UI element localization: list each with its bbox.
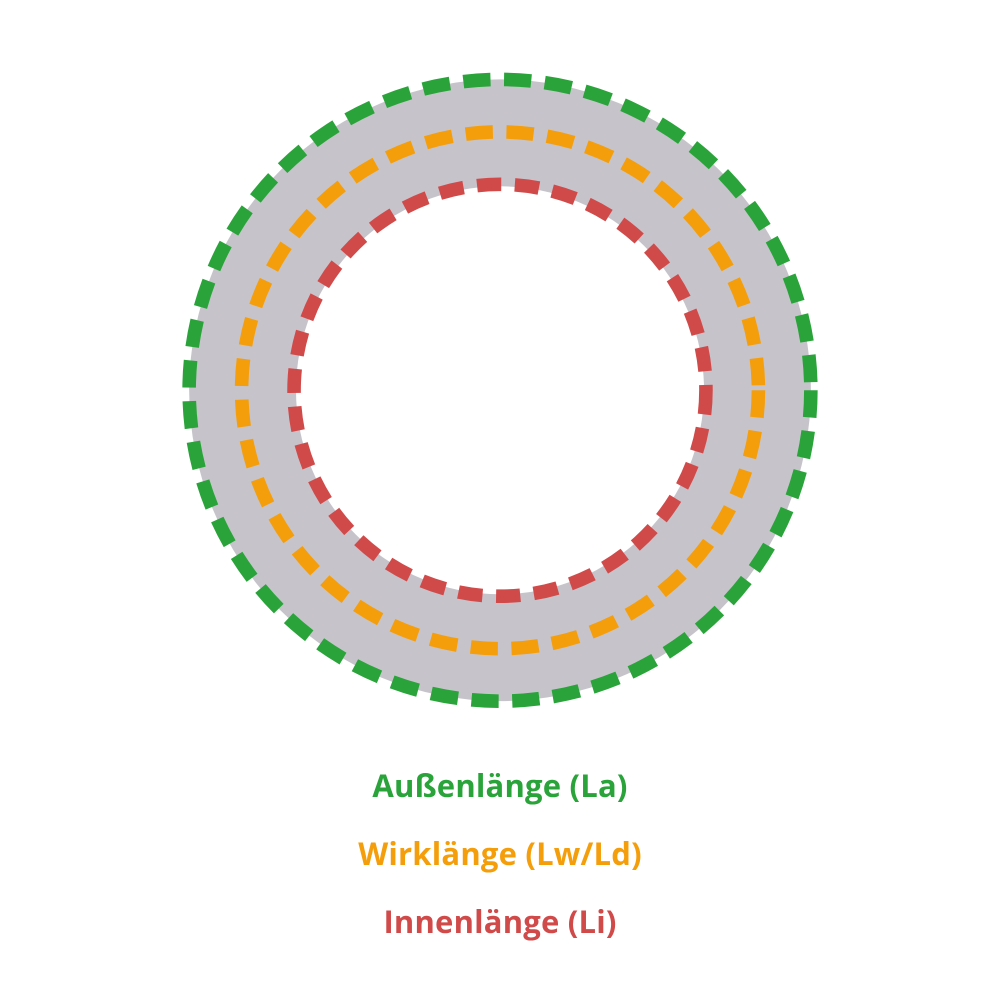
annulus <box>189 79 811 701</box>
legend-item-inner: Innenlänge (Li) <box>383 901 616 943</box>
ring-svg <box>160 60 840 740</box>
ring-diagram <box>0 60 1000 740</box>
legend-item-outer: Außenlänge (La) <box>372 765 627 807</box>
ring-inner <box>294 184 706 596</box>
legend-item-middle: Wirklänge (Lw/Ld) <box>358 833 642 875</box>
legend: Außenlänge (La) Wirklänge (Lw/Ld) Innenl… <box>0 765 1000 943</box>
